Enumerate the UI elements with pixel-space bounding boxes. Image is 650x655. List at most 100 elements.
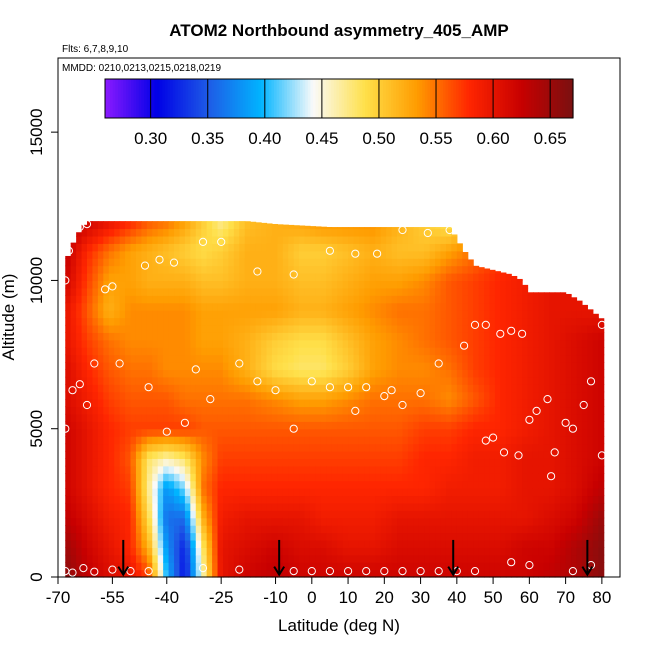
heatmap-cell (326, 421, 333, 430)
heatmap-cell (108, 258, 115, 267)
heatmap-cell (179, 228, 186, 237)
heatmap-cell (494, 495, 501, 504)
heatmap-cell (266, 295, 273, 304)
heatmap-cell (81, 317, 88, 326)
heatmap-cell (320, 473, 327, 482)
heatmap-cell (293, 376, 300, 385)
heatmap-cell (190, 235, 197, 244)
heatmap-cell (407, 228, 414, 237)
heatmap-cell (119, 302, 126, 311)
heatmap-cell (565, 347, 572, 356)
heatmap-cell (375, 250, 382, 259)
heatmap-cell (81, 473, 88, 482)
heatmap-cell (315, 332, 322, 341)
heatmap-cell (413, 473, 420, 482)
heatmap-cell (478, 532, 485, 541)
heatmap-cell (288, 228, 295, 237)
colorbar-swatch (216, 79, 220, 118)
heatmap-cell (97, 547, 104, 556)
heatmap-cell (261, 339, 268, 348)
heatmap-cell (407, 280, 414, 289)
heatmap-cell (337, 310, 344, 319)
heatmap-cell (424, 332, 431, 341)
heatmap-cell (119, 376, 126, 385)
heatmap-cell (467, 450, 474, 459)
heatmap-cell (467, 525, 474, 534)
heatmap-cell (543, 547, 550, 556)
heatmap-cell (92, 473, 99, 482)
heatmap-cell (473, 406, 480, 415)
heatmap-cell (592, 399, 599, 408)
heatmap-cell (97, 450, 104, 459)
heatmap-cell (233, 273, 240, 282)
colorbar-swatch (253, 79, 257, 118)
heatmap-cell (212, 399, 219, 408)
heatmap-cell (152, 443, 159, 452)
heatmap-cell (168, 280, 175, 289)
heatmap-cell (125, 243, 132, 252)
heatmap-cell (494, 354, 501, 363)
heatmap-cell (168, 339, 175, 348)
heatmap-cell (565, 569, 572, 578)
heatmap-cell (522, 317, 529, 326)
heatmap-cell (331, 369, 338, 378)
heatmap-cell (451, 406, 458, 415)
heatmap-cell (222, 547, 230, 556)
heatmap-cell (309, 391, 317, 400)
sample-point (75, 222, 84, 232)
heatmap-cell (440, 339, 447, 348)
heatmap-cell (364, 324, 371, 333)
heatmap-cell (571, 569, 578, 578)
heatmap-cell (195, 376, 202, 385)
heatmap-cell (375, 369, 382, 378)
heatmap-cell (320, 458, 327, 467)
heatmap-cell (478, 517, 485, 526)
heatmap-cell (293, 406, 300, 415)
colorbar-swatch (565, 79, 569, 118)
heatmap-cell (440, 347, 447, 356)
heatmap-cell (380, 227, 387, 230)
heatmap-cell (494, 443, 501, 452)
heatmap-cell (320, 539, 327, 548)
heatmap-cell (250, 421, 257, 430)
heatmap-cell (293, 525, 300, 534)
chart-title: ATOM2 Northbound asymmetry_405_AMP (169, 21, 508, 40)
heatmap-cell (320, 287, 327, 296)
heatmap-cell (484, 310, 491, 319)
heatmap-cell (375, 532, 382, 541)
heatmap-cell (141, 332, 148, 341)
heatmap-cell (146, 391, 153, 400)
heatmap-cell (369, 227, 376, 230)
heatmap-cell (76, 310, 83, 319)
colorbar-swatch (437, 79, 441, 118)
heatmap-cell (473, 332, 480, 341)
heatmap-cell (565, 317, 572, 326)
heatmap-cell (130, 502, 137, 511)
heatmap-cell (413, 258, 420, 267)
heatmap-cell (494, 510, 501, 519)
heatmap-cell (152, 317, 159, 326)
heatmap-cell (65, 369, 72, 378)
heatmap-cell (293, 302, 300, 311)
heatmap-cell (141, 532, 148, 541)
heatmap-cell (337, 280, 344, 289)
heatmap-cell (386, 562, 393, 571)
heatmap-cell (571, 317, 578, 326)
heatmap-cell (174, 221, 181, 230)
heatmap-cell (587, 450, 594, 459)
heatmap-cell (397, 369, 404, 378)
heatmap-cell (87, 317, 94, 326)
heatmap-cell (130, 243, 137, 252)
heatmap-cell (103, 295, 110, 304)
heatmap-cell (375, 310, 382, 319)
heatmap-cell (489, 287, 496, 296)
heatmap-cell (320, 332, 327, 341)
heatmap-cell (92, 502, 99, 511)
heatmap-cell (92, 324, 99, 333)
heatmap-cell (386, 473, 393, 482)
heatmap-cell (489, 547, 496, 556)
heatmap-cell (255, 339, 262, 348)
heatmap-cell (97, 421, 104, 430)
heatmap-cell (462, 391, 469, 400)
sample-point (445, 225, 454, 235)
